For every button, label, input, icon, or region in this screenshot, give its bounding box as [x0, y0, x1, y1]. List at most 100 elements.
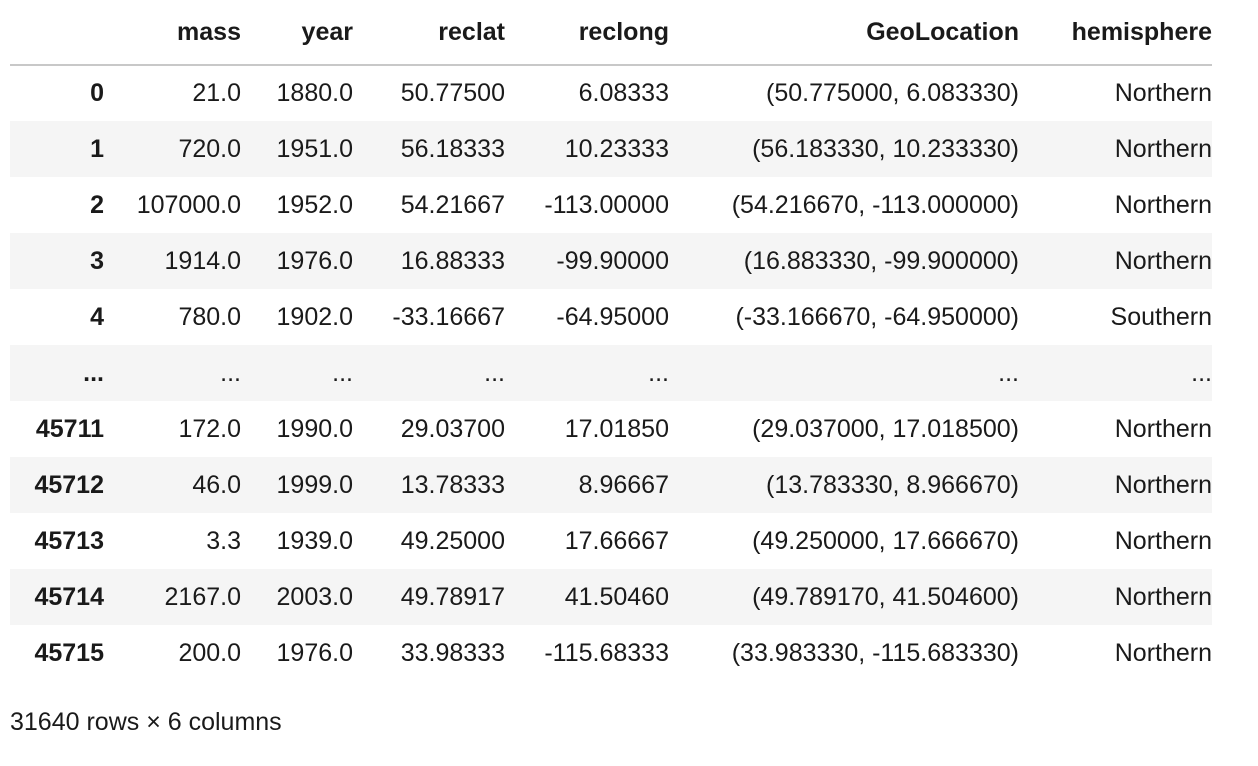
cell-hemisphere: Northern	[1114, 582, 1212, 611]
table-row: 45714 2167.0 2003.0 49.78917 41.50460 (49.789…	[10, 569, 1212, 625]
table-row: 45711 172.0 1990.0 29.03700 17.01850 (29.0370…	[10, 401, 1212, 457]
cell-reclat: -33.16667	[392, 302, 505, 331]
index-header	[10, 0, 104, 65]
cell-reclong: 41.50460	[564, 582, 669, 611]
cell-geolocation: (50.775000, 6.083330)	[766, 79, 1019, 107]
cell-reclat: 56.18333	[400, 134, 505, 163]
dataframe-shape: 31640 rows × 6 columns	[10, 708, 282, 736]
column-header-reclong: reclong	[578, 17, 669, 46]
cell-geolocation: (-33.166670, -64.950000)	[735, 302, 1019, 331]
table-row: .....................	[10, 345, 1212, 401]
cell-reclat: 50.77500	[400, 79, 505, 107]
table-header: mass year reclat reclong GeoLocation hem…	[10, 0, 1212, 65]
cell-mass: 1914.0	[164, 246, 241, 275]
cell-year: 1976.0	[276, 638, 353, 667]
cell-geolocation: (13.783330, 8.966670)	[766, 470, 1019, 499]
cell-reclong: -64.95000	[556, 302, 669, 331]
cell-hemisphere: ...	[1191, 358, 1212, 387]
table-row: 45715 200.0 1976.0 33.98333 -115.68333 (33.98…	[10, 625, 1212, 681]
row-index: 45715	[34, 638, 104, 667]
cell-year: 1951.0	[276, 134, 353, 163]
cell-reclong: 8.96667	[578, 470, 669, 499]
table-row: 0 21.0 1880.0 50.77500 6.08333 (50.775000, 6.…	[10, 65, 1212, 121]
table-row: 3 1914.0 1976.0 16.88333 -99.90000 (16.883330…	[10, 233, 1212, 289]
cell-reclong: 17.01850	[564, 414, 669, 443]
cell-reclat: ...	[484, 358, 505, 387]
cell-mass: 720.0	[178, 134, 241, 163]
cell-reclat: 49.78917	[400, 582, 505, 611]
cell-geolocation: (16.883330, -99.900000)	[743, 246, 1019, 275]
table-body: 0 21.0 1880.0 50.77500 6.08333 (50.775000, 6.…	[10, 65, 1212, 681]
cell-year: 1952.0	[276, 190, 353, 219]
row-index: 45714	[34, 582, 104, 611]
cell-reclat: 54.21667	[400, 190, 505, 219]
cell-geolocation: (54.216670, -113.000000)	[731, 190, 1019, 219]
cell-reclong: 6.08333	[578, 79, 669, 107]
cell-geolocation: ...	[998, 358, 1019, 387]
cell-mass: 2167.0	[164, 582, 241, 611]
row-index: 3	[90, 246, 104, 275]
cell-reclong: ...	[648, 358, 669, 387]
cell-mass: 200.0	[178, 638, 241, 667]
cell-reclat: 13.78333	[400, 470, 505, 499]
row-index: 0	[90, 79, 104, 107]
row-index: 45711	[35, 414, 104, 443]
cell-hemisphere: Northern	[1114, 190, 1212, 219]
row-index: 2	[90, 190, 104, 219]
table-row: 45713 3.3 1939.0 49.25000 17.66667 (49.250000…	[10, 513, 1212, 569]
cell-geolocation: (49.250000, 17.666670)	[752, 526, 1019, 555]
cell-hemisphere: Northern	[1114, 414, 1212, 443]
cell-hemisphere: Northern	[1114, 246, 1212, 275]
cell-year: 1939.0	[276, 526, 353, 555]
cell-reclong: -99.90000	[556, 246, 669, 275]
table-row: 45712 46.0 1999.0 13.78333 8.96667 (13.783330…	[10, 457, 1212, 513]
cell-year: 1976.0	[276, 246, 353, 275]
cell-hemisphere: Southern	[1110, 302, 1212, 331]
cell-hemisphere: Northern	[1114, 526, 1212, 555]
dataframe-table: mass year reclat reclong GeoLocation hem…	[10, 0, 1212, 681]
cell-year: ...	[332, 358, 353, 387]
cell-reclong: 17.66667	[564, 526, 669, 555]
cell-mass: 3.3	[206, 526, 241, 555]
cell-reclong: -115.68333	[544, 638, 669, 667]
cell-reclong: 10.23333	[564, 134, 669, 163]
row-index: 45712	[34, 470, 104, 499]
cell-mass: 21.0	[192, 79, 241, 107]
cell-mass: ...	[220, 358, 241, 387]
cell-reclat: 33.98333	[400, 638, 505, 667]
dataframe-output: mass year reclat reclong GeoLocation hem…	[10, 0, 1212, 681]
cell-mass: 172.0	[178, 414, 241, 443]
cell-year: 2003.0	[276, 582, 353, 611]
column-header-hemisphere: hemisphere	[1071, 17, 1212, 46]
cell-hemisphere: Northern	[1114, 470, 1212, 499]
cell-hemisphere: Northern	[1114, 638, 1212, 667]
table-row: 1 720.0 1951.0 56.18333 10.23333 (56.183330, …	[10, 121, 1212, 177]
cell-geolocation: (29.037000, 17.018500)	[752, 414, 1019, 443]
cell-geolocation: (49.789170, 41.504600)	[752, 582, 1019, 611]
table-row: 4 780.0 1902.0 -33.16667 -64.95000 (-33.16667…	[10, 289, 1212, 345]
row-index: 4	[90, 302, 104, 331]
column-header-year: year	[301, 17, 353, 46]
row-index: 1	[90, 134, 104, 163]
cell-year: 1902.0	[276, 302, 353, 331]
cell-mass: 107000.0	[136, 190, 241, 219]
cell-hemisphere: Northern	[1114, 134, 1212, 163]
row-index: ...	[83, 358, 104, 387]
column-header-reclat: reclat	[438, 17, 505, 46]
column-header-mass: mass	[177, 17, 241, 46]
cell-reclat: 16.88333	[400, 246, 505, 275]
cell-year: 1990.0	[276, 414, 353, 443]
cell-reclat: 49.25000	[400, 526, 505, 555]
cell-reclong: -113.00000	[544, 190, 669, 219]
cell-geolocation: (33.983330, -115.683330)	[731, 638, 1019, 667]
table-row: 2 107000.0 1952.0 54.21667 -113.00000 (54.216…	[10, 177, 1212, 233]
cell-hemisphere: Northern	[1114, 79, 1212, 107]
cell-mass: 46.0	[192, 470, 241, 499]
cell-reclat: 29.03700	[400, 414, 505, 443]
column-header-geolocation: GeoLocation	[866, 17, 1019, 46]
cell-geolocation: (56.183330, 10.233330)	[752, 134, 1019, 163]
row-index: 45713	[34, 526, 104, 555]
cell-mass: 780.0	[178, 302, 241, 331]
cell-year: 1999.0	[276, 470, 353, 499]
cell-year: 1880.0	[276, 79, 353, 107]
